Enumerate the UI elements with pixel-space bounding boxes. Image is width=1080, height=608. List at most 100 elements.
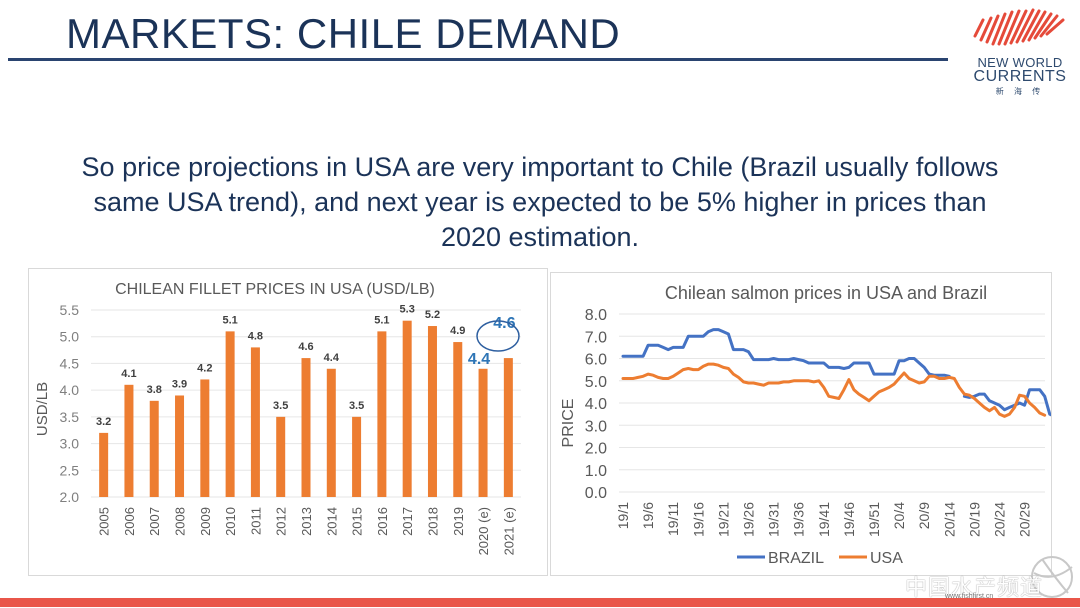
data-label: 4.4 (324, 352, 340, 364)
y-tick-label: 6.0 (585, 352, 607, 369)
bar (402, 320, 412, 497)
bar (99, 432, 109, 497)
y-tick-label: 4.0 (60, 382, 80, 398)
y-tick-label: 5.5 (60, 302, 80, 318)
data-label: 5.2 (425, 309, 440, 321)
x-tick-label: 20/24 (992, 502, 1008, 537)
bar (478, 368, 488, 497)
x-tick-label: 19/1 (615, 502, 631, 529)
series-line-usa (621, 362, 1047, 418)
y-tick-label: 5.0 (60, 329, 80, 345)
bar (200, 379, 210, 497)
x-tick-label: 2016 (375, 507, 390, 536)
data-label: 5.3 (400, 304, 415, 316)
y-tick-label: 5.0 (585, 374, 607, 391)
bar (352, 416, 362, 497)
bar (149, 400, 159, 497)
footer-stripe (0, 598, 1080, 607)
data-label: 4.6 (298, 341, 313, 353)
x-tick-label: 2013 (299, 507, 314, 536)
fish-stripes-icon (973, 8, 1065, 46)
y-tick-label: 1.0 (585, 463, 607, 480)
x-tick-label: 2006 (122, 507, 137, 536)
x-tick-label: 19/16 (690, 502, 706, 537)
watermark-url: www.fishfirst.cn (945, 593, 994, 600)
series-line-brazil (621, 328, 1057, 418)
bar (250, 347, 260, 497)
data-label: 3.9 (172, 378, 187, 390)
data-label: 4.1 (121, 368, 136, 380)
body-line: So price projections in USA are very imp… (81, 152, 999, 182)
highlight-circle (476, 320, 520, 352)
x-tick-label: 2021 (e) (501, 507, 516, 555)
data-label: 5.1 (222, 314, 237, 326)
y-tick-label: 2.0 (60, 489, 80, 505)
data-label: 4.6 (493, 315, 515, 332)
y-tick-label: 3.5 (60, 409, 80, 425)
y-tick-label: 0.0 (585, 485, 607, 502)
x-tick-label: 2014 (324, 507, 339, 536)
y-tick-label: 2.5 (60, 462, 80, 478)
y-axis-label: USD/LB (34, 382, 51, 436)
chart-title: Chilean salmon prices in USA and Brazil (665, 283, 987, 303)
data-label: 4.2 (197, 362, 212, 374)
x-tick-label: 19/46 (841, 502, 857, 537)
slide-title: MARKETS: CHILE DEMAND (66, 10, 621, 57)
title-underline (8, 58, 948, 61)
x-tick-label: 19/51 (866, 502, 882, 537)
bar (503, 358, 513, 497)
data-label: 4.8 (248, 330, 263, 342)
x-tick-label: 2019 (451, 507, 466, 536)
x-tick-label: 19/21 (715, 502, 731, 537)
data-label: 5.1 (374, 314, 389, 326)
bar (301, 358, 311, 497)
x-tick-label: 2009 (198, 507, 213, 536)
x-tick-label: 2007 (147, 507, 162, 536)
globe-icon (1031, 556, 1073, 598)
x-tick-label: 2020 (e) (476, 507, 491, 555)
chart-legend: BRAZIL USA (737, 550, 903, 567)
y-tick-label: 3.0 (585, 418, 607, 435)
x-tick-label: 2005 (97, 507, 112, 536)
x-tick-label: 2011 (248, 507, 263, 535)
x-tick-label: 2010 (223, 507, 238, 536)
body-paragraph: So price projections in USA are very imp… (20, 150, 1060, 255)
bar (427, 326, 437, 497)
data-label: 3.2 (96, 416, 111, 428)
x-tick-label: 2012 (274, 507, 289, 536)
x-tick-label: 2017 (400, 507, 415, 536)
logo-text-line1: NEW WORLD (977, 55, 1063, 70)
y-tick-label: 8.0 (585, 307, 607, 324)
bar (326, 368, 336, 497)
y-tick-label: 4.5 (60, 355, 80, 371)
legend-label-usa: USA (870, 550, 903, 567)
watermark-text: 中国水产频道 (905, 576, 1044, 601)
x-tick-label: 20/14 (941, 502, 957, 537)
x-tick-label: 19/41 (816, 502, 832, 537)
company-logo: NEW WORLD CURRENTS 新 海 传 (965, 6, 1075, 96)
y-tick-label: 7.0 (585, 329, 607, 346)
x-tick-label: 19/6 (640, 502, 656, 529)
x-tick-label: 2018 (425, 507, 440, 536)
line-chart: Chilean salmon prices in USA and Brazil … (560, 283, 1057, 567)
y-tick-label: 4.0 (585, 396, 607, 413)
bar (175, 395, 185, 497)
data-label: 4.9 (450, 325, 465, 337)
body-line: same USA trend), and next year is expect… (93, 187, 987, 217)
x-tick-label: 20/9 (916, 502, 932, 529)
y-tick-label: 3.0 (60, 436, 80, 452)
bar-chart-panel: CHILEAN FILLET PRICES IN USA (USD/LB) 2.… (28, 268, 548, 576)
legend-label-brazil: BRAZIL (768, 550, 824, 567)
x-tick-label: 20/19 (966, 502, 982, 537)
x-tick-label: 20/4 (891, 502, 907, 529)
bar (276, 416, 286, 497)
bar-chart: CHILEAN FILLET PRICES IN USA (USD/LB) 2.… (34, 281, 521, 555)
bar (225, 331, 235, 497)
y-axis-label: PRICE (560, 399, 577, 448)
data-label: 3.5 (273, 400, 288, 412)
data-label: 3.8 (147, 384, 162, 396)
x-tick-label: 19/11 (665, 502, 681, 536)
body-line: 2020 estimation. (440, 222, 640, 252)
bar (124, 384, 134, 497)
x-tick-label: 19/31 (766, 502, 782, 537)
